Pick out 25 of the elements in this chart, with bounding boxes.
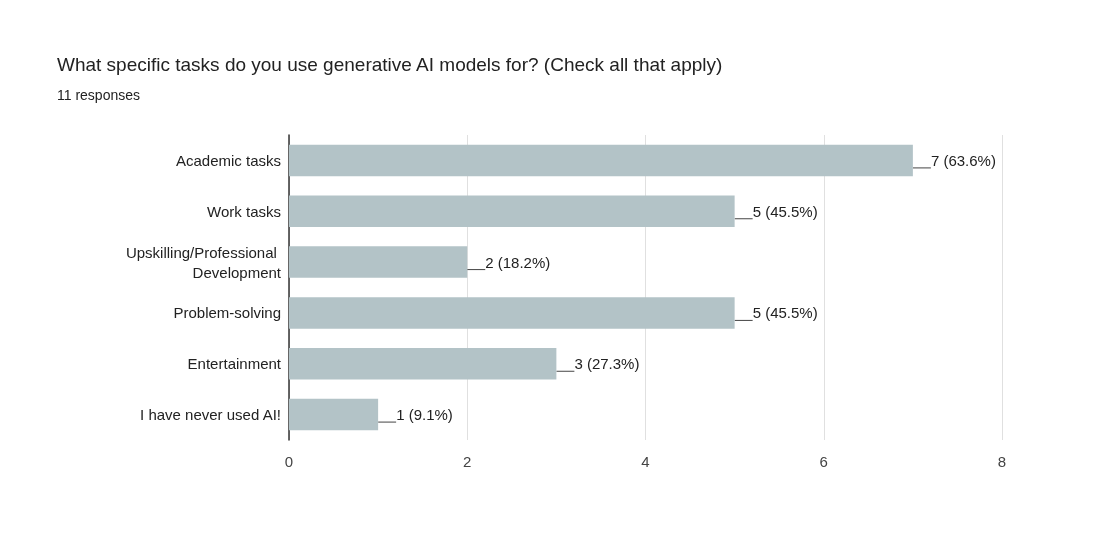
y-tick-label: Problem-solving (173, 304, 281, 322)
x-tick-label: 2 (463, 453, 472, 470)
data-label: 1 (9.1%) (396, 406, 453, 424)
bar (289, 297, 735, 329)
data-label: 7 (63.6%) (930, 151, 996, 169)
x-tick-label: 8 (997, 453, 1007, 470)
chart-title: What specific tasks do you use generative AI models for? (Check all that apply) (57, 54, 723, 75)
y-tick-label: Academic tasks (175, 151, 281, 169)
bar (289, 195, 735, 228)
bar (289, 144, 913, 177)
text: 11 responses (57, 87, 141, 103)
y-tick-label: Upskilling/Professional Development (125, 243, 282, 281)
y-tick-label: Entertainment (187, 355, 282, 373)
x-tick-label: 0 (284, 453, 294, 470)
bar (289, 347, 557, 380)
bar (289, 398, 379, 431)
y-tick-label: Work tasks (207, 202, 281, 220)
x-tick-label: 6 (819, 453, 828, 470)
x-tick-label: 4 (641, 453, 650, 470)
data-label: 2 (18.2%) (485, 253, 551, 271)
bar (289, 246, 468, 278)
data-label: 5 (45.5%) (752, 202, 818, 220)
data-label: 5 (45.5%) (752, 304, 818, 322)
y-tick-label: I have never used AI! (140, 406, 281, 424)
data-label: 3 (27.3%) (574, 355, 640, 373)
